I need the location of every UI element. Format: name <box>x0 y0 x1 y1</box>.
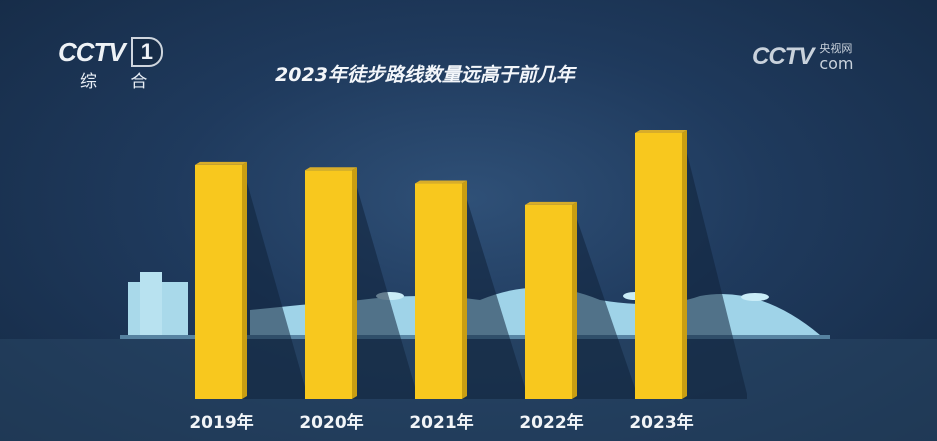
x-tick-label: 2020年 <box>299 412 363 433</box>
bar-side <box>682 130 687 399</box>
bar-2022年 <box>525 201 637 399</box>
bar-front <box>195 164 242 399</box>
watermark-site-cn: 央视网 <box>819 41 853 55</box>
watermark-brand: CCTV <box>752 43 814 70</box>
bar-side <box>462 180 467 399</box>
bar-2020年 <box>305 167 417 399</box>
bar-top <box>195 161 247 165</box>
logo-channel-name: 综 合 <box>80 72 162 92</box>
x-tick-label: 2022年 <box>519 412 583 433</box>
bar-shadow <box>352 170 417 399</box>
logo-row: CCTV 1 <box>58 36 188 68</box>
bar-shadow <box>462 183 527 399</box>
bar-side <box>242 161 247 399</box>
logo-brand: CCTV <box>58 37 126 67</box>
bar-front <box>525 204 572 399</box>
bar-shadow <box>682 133 747 399</box>
watermark-com: com <box>819 53 854 73</box>
logo-channel-number: 1 <box>130 37 164 67</box>
bar-2023年 <box>635 130 747 399</box>
bar-shadow <box>572 204 637 399</box>
bar-front <box>305 170 352 399</box>
bar-side <box>352 167 357 399</box>
bar-top <box>415 180 467 184</box>
cloud <box>741 293 769 301</box>
bar-side <box>572 201 577 399</box>
building-tall <box>140 272 162 335</box>
cctv1-logo: CCTV 1 综 合 <box>58 36 188 92</box>
bar-top <box>305 167 357 171</box>
bar-shadow <box>242 164 307 399</box>
x-tick-label: 2023年 <box>629 412 693 433</box>
x-tick-label: 2019年 <box>189 412 253 433</box>
bar-top <box>525 201 577 205</box>
watermark-site: 央视网 com <box>819 42 853 73</box>
bar-2021年 <box>415 180 527 399</box>
x-tick-label: 2021年 <box>409 412 473 433</box>
bar-2019年 <box>195 161 307 399</box>
bar-top <box>635 130 687 133</box>
bar-front <box>635 133 682 399</box>
cctv-com-logo: CCTV 央视网 com <box>752 40 854 74</box>
bar-front <box>415 183 462 399</box>
chart-title: 2023年徒步路线数量远高于前几年 <box>275 64 575 86</box>
